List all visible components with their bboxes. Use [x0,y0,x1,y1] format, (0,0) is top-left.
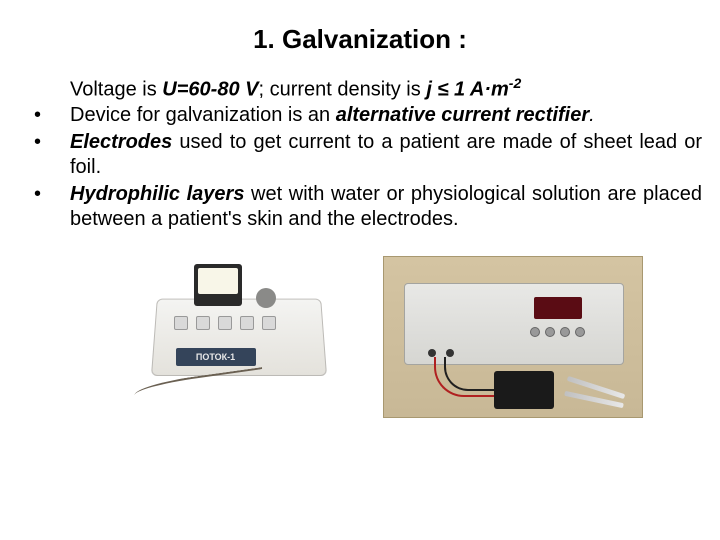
display-icon [534,297,582,319]
voltage-value: U=60-80 V [162,79,258,101]
button-icon [560,327,570,337]
list-item: • Electrodes used to get current to a pa… [34,130,702,180]
button-row [530,327,585,337]
button-icon [530,327,540,337]
switch-icon [174,316,188,330]
switch-row [174,316,304,334]
item-term: alternative current rectifier [336,104,589,126]
bullet-marker: • [34,130,70,180]
item-text: Hydrophilic layers wet with water or phy… [70,182,702,232]
switch-icon [196,316,210,330]
button-icon [545,327,555,337]
item-post: . [589,104,595,126]
device-image-right [383,256,643,418]
bullet-list: • Device for galvanization is an alterna… [34,103,702,232]
button-icon [575,327,585,337]
jack-icon [428,349,436,357]
content-area: Voltage is U=60-80 V; current density is… [0,75,720,418]
density-exponent: -2 [509,75,521,91]
electrode-pads-icon [494,371,554,409]
bullet-marker: • [34,182,70,232]
switch-icon [218,316,232,330]
list-item: • Hydrophilic layers wet with water or p… [34,182,702,232]
knob-icon [256,288,276,308]
meter-face [198,268,238,294]
image-row: ПОТОК-1 [34,234,702,418]
switch-icon [240,316,254,330]
list-item: • Device for galvanization is an alterna… [34,103,702,128]
intro-pre: Voltage is [70,79,162,101]
device-label: ПОТОК-1 [176,348,256,366]
item-pre: Device for galvanization is an [70,104,336,126]
item-term: Hydrophilic layers [70,183,244,205]
slide-title: 1. Galvanization : [0,0,720,75]
intro-line: Voltage is U=60-80 V; current density is… [34,75,702,103]
intro-mid: ; current density is [258,79,426,101]
jack-icon [446,349,454,357]
item-text: Device for galvanization is an alternati… [70,103,702,128]
switch-icon [262,316,276,330]
item-term: Electrodes [70,131,172,153]
device-image-left: ПОТОК-1 [134,256,344,406]
item-text: Electrodes used to get current to a pati… [70,130,702,180]
density-value: j ≤ 1 A·m [426,79,508,101]
bullet-marker: • [34,103,70,128]
